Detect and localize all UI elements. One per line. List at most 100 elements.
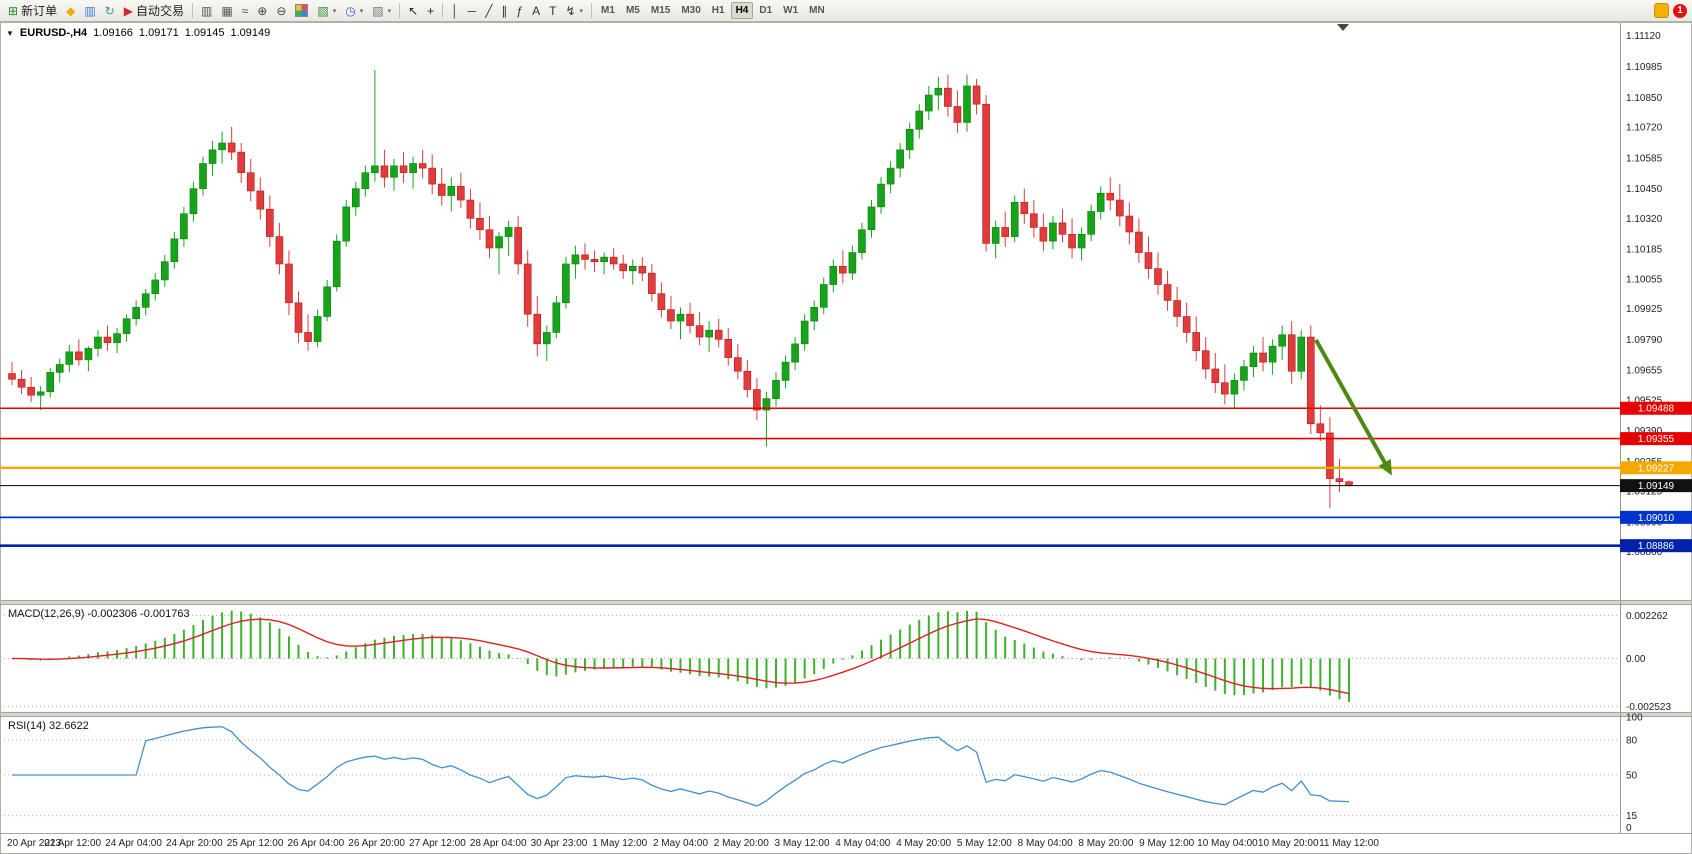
candle-body bbox=[1020, 202, 1029, 215]
refresh-icon: ↻ bbox=[104, 3, 115, 18]
candle-body bbox=[1087, 211, 1095, 235]
trendline-button[interactable]: ╱ bbox=[481, 2, 496, 20]
new-order-button-label: 新订单 bbox=[21, 4, 58, 18]
candle-body bbox=[55, 364, 64, 373]
dropdown-caret-icon: ▾ bbox=[332, 7, 337, 15]
price-axis-label: 1.10720 bbox=[1626, 123, 1663, 134]
candle-body bbox=[733, 357, 742, 372]
alert-icon[interactable] bbox=[1654, 3, 1669, 18]
tile-windows-icon bbox=[295, 4, 309, 17]
candle-body bbox=[351, 188, 360, 208]
candle-body bbox=[1192, 332, 1200, 352]
text-button[interactable]: A bbox=[528, 2, 544, 20]
candle-body bbox=[1345, 481, 1353, 486]
timeframe-h4-button[interactable]: H4 bbox=[730, 2, 754, 19]
signals-icon[interactable]: ▥ bbox=[80, 2, 99, 20]
candle-body bbox=[972, 85, 981, 105]
candle-body bbox=[151, 279, 160, 294]
candle-body bbox=[218, 142, 226, 151]
timeframe-d1-button[interactable]: D1 bbox=[754, 2, 777, 19]
timeframe-mn-button[interactable]: MN bbox=[804, 2, 830, 19]
vertical-line-button[interactable]: │ bbox=[447, 2, 463, 20]
rsi-label: RSI(14) 32.6622 bbox=[8, 720, 89, 732]
rsi-axis-label: 50 bbox=[1626, 771, 1638, 782]
chart-shift-marker-icon[interactable] bbox=[1337, 24, 1349, 31]
time-axis-label: 26 Apr 04:00 bbox=[288, 838, 345, 849]
candle-body bbox=[676, 313, 685, 322]
candle-body bbox=[94, 336, 102, 349]
price-chart-canvas[interactable]: 1.11120 1.10985 1.10850 1.10720 1.10585 1.104… bbox=[0, 22, 1692, 854]
chart-candle-icon[interactable]: ▦ bbox=[217, 2, 236, 20]
candle-body bbox=[1058, 222, 1067, 235]
autotrading-button[interactable]: ▶ 自动交易 bbox=[120, 2, 188, 20]
candle-body bbox=[1135, 231, 1143, 253]
price-axis-label: 1.08860 bbox=[1626, 547, 1663, 558]
trendline-icon: ╱ bbox=[485, 3, 493, 18]
rsi-axis-label: 100 bbox=[1626, 713, 1643, 724]
candle-body bbox=[944, 87, 952, 107]
arrows-button[interactable]: ↯ ▾ bbox=[561, 2, 587, 20]
new-order-button[interactable]: ⊞ 新订单 bbox=[4, 2, 61, 20]
time-axis-label: 1 May 12:00 bbox=[592, 838, 647, 849]
market-icon[interactable]: ◆ bbox=[62, 2, 79, 20]
price-axis-label: 1.10850 bbox=[1626, 93, 1663, 104]
pane-splitter[interactable] bbox=[0, 712, 1692, 717]
candle-body bbox=[1163, 284, 1172, 301]
period-button[interactable]: ◷ ▾ bbox=[341, 2, 367, 20]
timeframe-m1-button[interactable]: M1 bbox=[596, 2, 620, 19]
chart-line-icon[interactable]: ≈ bbox=[238, 2, 253, 20]
timeframe-m15-button[interactable]: M15 bbox=[646, 2, 675, 19]
timeframe-w1-button[interactable]: W1 bbox=[778, 2, 803, 19]
toolbar-right-cluster: 1 bbox=[1654, 3, 1687, 18]
chart-bar-icon[interactable]: ▥ bbox=[197, 2, 216, 20]
timeframe-m5-button[interactable]: M5 bbox=[621, 2, 645, 19]
candle-body bbox=[1221, 382, 1229, 395]
candle-body bbox=[437, 183, 446, 196]
zoom-out-button[interactable]: ⊖ bbox=[272, 2, 290, 20]
pane-splitter[interactable] bbox=[0, 600, 1692, 605]
candle-body bbox=[1249, 352, 1258, 367]
candle-body bbox=[122, 318, 131, 334]
signals-icon: ▥ bbox=[84, 3, 96, 18]
tile-windows-button[interactable] bbox=[291, 2, 312, 20]
candle-body bbox=[800, 320, 809, 345]
channel-button[interactable]: ∥ bbox=[497, 2, 511, 20]
price-axis-label: 1.09390 bbox=[1626, 426, 1663, 437]
candle-body bbox=[609, 256, 618, 265]
cursor-button[interactable]: ↖ bbox=[404, 2, 422, 20]
time-axis-label: 11 May 12:00 bbox=[1319, 838, 1379, 849]
new-chart-button[interactable]: ▧ ▾ bbox=[313, 2, 340, 20]
candle-body bbox=[514, 227, 522, 265]
trend-arrow-object[interactable] bbox=[1314, 339, 1392, 476]
new-order-icon: ⊞ bbox=[8, 3, 19, 18]
crosshair-button[interactable]: + bbox=[423, 2, 438, 20]
candle-body bbox=[237, 151, 245, 173]
refresh-icon[interactable]: ↻ bbox=[101, 2, 119, 20]
candle-body bbox=[781, 361, 790, 381]
ohlc-high: 1.09171 bbox=[138, 27, 179, 39]
time-axis-label: 27 Apr 12:00 bbox=[409, 838, 466, 849]
macd-axis-label: 0.002262 bbox=[1626, 611, 1668, 622]
quick-trade-collapse-icon[interactable]: ▼ bbox=[6, 28, 14, 38]
timeframe-h1-button[interactable]: H1 bbox=[707, 2, 730, 19]
price-tag bbox=[1620, 479, 1692, 493]
candle-body bbox=[8, 373, 16, 380]
candle-body bbox=[581, 254, 589, 260]
cursor-icon: ↖ bbox=[408, 3, 419, 18]
candle-body bbox=[953, 106, 962, 123]
price-tag bbox=[1620, 432, 1692, 446]
price-axis-label: 1.11120 bbox=[1626, 31, 1661, 42]
candle-body bbox=[428, 167, 437, 185]
candle-body bbox=[466, 199, 475, 219]
zoom-in-button[interactable]: ⊕ bbox=[253, 2, 271, 20]
templates-button[interactable]: ▨ ▾ bbox=[368, 2, 395, 20]
toolbar-separator bbox=[591, 3, 593, 18]
notification-badge[interactable]: 1 bbox=[1673, 3, 1687, 18]
dropdown-caret-icon: ▾ bbox=[579, 7, 584, 15]
fibonacci-button[interactable]: ƒ bbox=[512, 2, 527, 20]
horizontal-line-button[interactable]: ─ bbox=[464, 2, 481, 20]
candle-body bbox=[1240, 366, 1248, 381]
timeframe-m30-button[interactable]: M30 bbox=[676, 2, 705, 19]
candle-body bbox=[485, 229, 494, 249]
label-button[interactable]: T bbox=[545, 2, 560, 20]
